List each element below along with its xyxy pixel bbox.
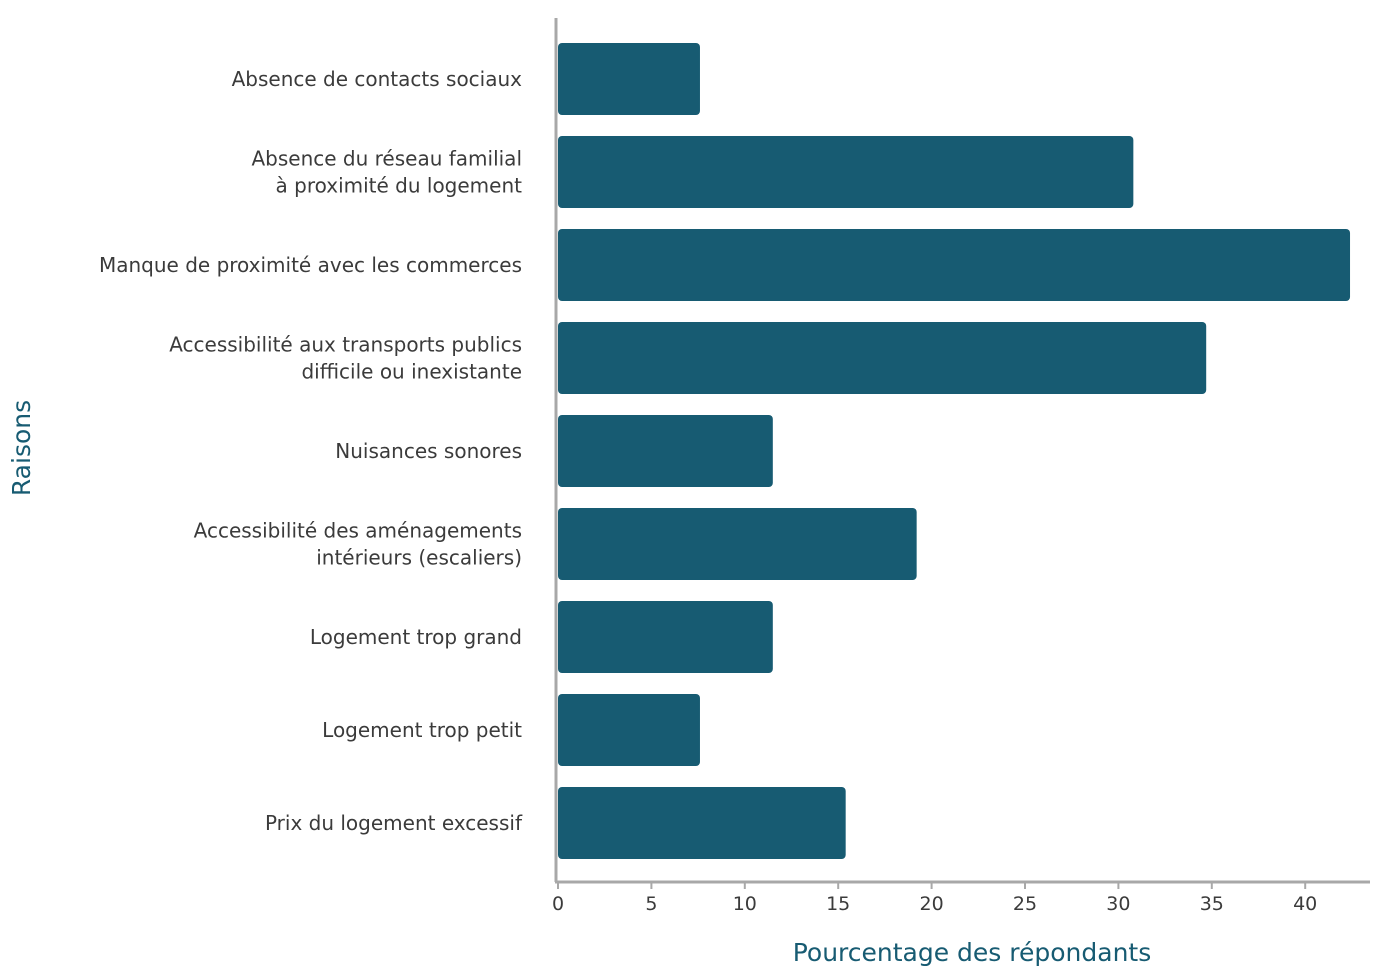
x-tick-label-4: 20 [920, 893, 944, 915]
bar-8 [558, 787, 846, 859]
bar-4 [558, 415, 773, 487]
x-tick-label-0: 0 [552, 893, 564, 915]
category-label-2: Manque de proximité avec les commerces [99, 253, 522, 277]
x-tick-label-6: 30 [1106, 893, 1130, 915]
category-label-7: Logement trop petit [322, 718, 522, 742]
category-label-8: Prix du logement excessif [265, 811, 523, 835]
category-label-1: Absence du réseau familial à proximité du… [251, 147, 522, 198]
x-tick-label-8: 40 [1293, 893, 1317, 915]
x-ticks-group: 0 5 10 15 20 25 30 35 40 [552, 882, 1317, 915]
bar-7 [558, 694, 700, 766]
bar-2 [558, 229, 1351, 301]
x-tick-label-7: 35 [1200, 893, 1224, 915]
category-label-0: Absence de contacts sociaux [232, 67, 523, 91]
category-labels-group: Absence de contacts sociaux Absence du ré… [99, 67, 523, 835]
x-tick-label-5: 25 [1013, 893, 1037, 915]
x-tick-label-2: 10 [733, 893, 757, 915]
category-label-5: Accessibilité des aménagements intérieurs… [194, 519, 522, 570]
bar-5 [558, 508, 917, 580]
x-axis-title: Pourcentage des répondants [793, 938, 1152, 967]
bars-group [558, 43, 1351, 859]
category-label-4: Nuisances sonores [335, 439, 522, 463]
bar-1 [558, 136, 1134, 208]
category-label-6: Logement trop grand [310, 625, 522, 649]
bar-6 [558, 601, 773, 673]
y-axis-title: Raisons [7, 400, 36, 496]
x-tick-label-3: 15 [826, 893, 850, 915]
bar-0 [558, 43, 700, 115]
bar-3 [558, 322, 1207, 394]
x-tick-label-1: 5 [645, 893, 657, 915]
category-label-3: Accessibilité aux transports publics diff… [169, 333, 522, 384]
